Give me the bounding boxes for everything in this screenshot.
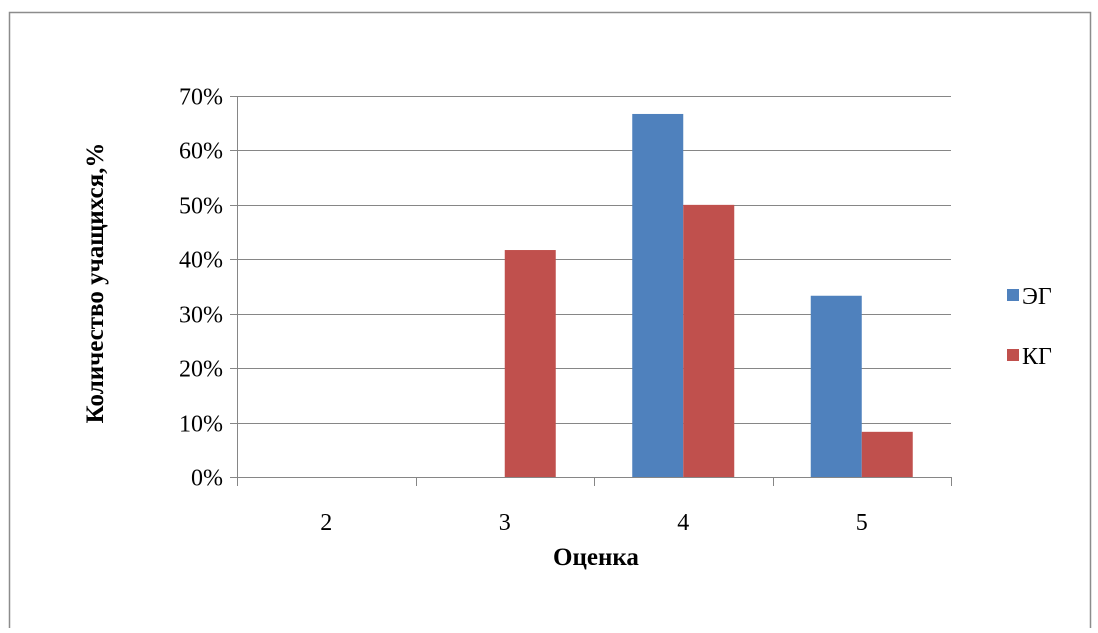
bar-eg-5: [810, 295, 862, 477]
x-tick-label: 2: [320, 510, 332, 536]
legend: ЭГ КГ: [1007, 284, 1052, 370]
bar-kg-3: [504, 250, 556, 477]
legend-label: ЭГ: [1022, 284, 1052, 310]
y-tick-label: 0%: [191, 466, 223, 492]
x-axis-title: Оценка: [553, 544, 639, 571]
y-tick-label: 40%: [179, 248, 223, 274]
chart-border: [8, 11, 1092, 628]
x-tick-label: 4: [677, 510, 689, 536]
y-tick-labels: 0% 10% 20% 30% 40% 50% 60% 70%: [179, 85, 223, 492]
legend-swatch: [1007, 349, 1019, 361]
y-tick-label: 70%: [179, 85, 223, 111]
x-tick-label: 5: [856, 510, 868, 536]
bars: [504, 113, 913, 477]
gridlines: [237, 96, 951, 424]
x-tick-labels: 2 3 4 5: [320, 510, 868, 536]
y-tick-label: 50%: [179, 194, 223, 220]
x-tick-label: 3: [499, 510, 511, 536]
bar-kg-5: [861, 431, 913, 477]
y-tick-label: 20%: [179, 357, 223, 383]
legend-label: КГ: [1022, 344, 1052, 370]
bar-kg-4: [683, 204, 735, 477]
y-tick-label: 30%: [179, 303, 223, 329]
y-tick-label: 10%: [179, 412, 223, 438]
legend-swatch: [1007, 289, 1019, 301]
bar-eg-4: [632, 113, 684, 477]
y-tick-label: 60%: [179, 139, 223, 165]
y-axis-title: Количество учащихся,%: [82, 143, 109, 424]
axes: [230, 96, 952, 486]
